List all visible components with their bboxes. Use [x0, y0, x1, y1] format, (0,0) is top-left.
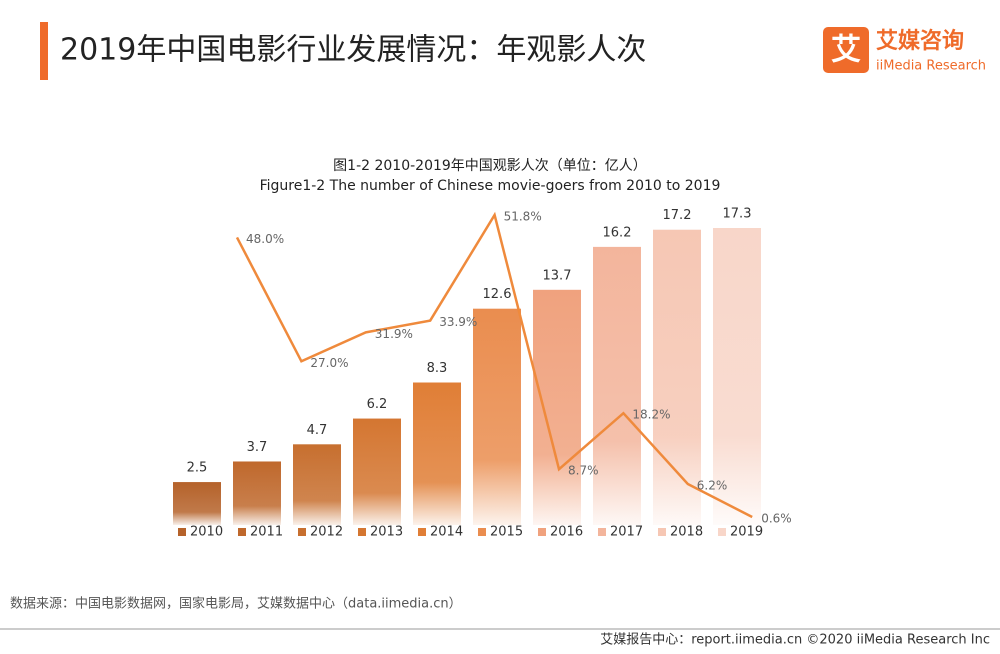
bar [233, 461, 281, 525]
legend-label: 2019 [730, 525, 763, 540]
legend-swatch [538, 528, 546, 536]
legend-label: 2015 [490, 525, 523, 540]
growth-label: 48.0% [246, 232, 284, 246]
bar [533, 289, 581, 525]
page-title: 2019年中国电影行业发展情况：年观影人次 [60, 33, 646, 68]
footer-text: 艾媒报告中心：report.iimedia.cn ©2020 iiMedia R… [600, 633, 990, 648]
bar [473, 308, 521, 525]
bar-value-label: 4.7 [307, 423, 328, 438]
title-accent [40, 22, 48, 80]
bar-value-label: 6.2 [367, 397, 388, 412]
growth-label: 0.6% [761, 512, 792, 526]
bar-value-label: 2.5 [187, 461, 208, 476]
bar [593, 246, 641, 525]
legend-swatch [598, 528, 606, 536]
bar-value-label: 8.3 [427, 361, 448, 376]
bar [353, 418, 401, 525]
legend-label: 2018 [670, 525, 703, 540]
brand-en: iiMedia Research [876, 59, 986, 74]
legend-label: 2011 [250, 525, 283, 540]
legend-swatch [298, 528, 306, 536]
bar [713, 228, 761, 525]
brand-cn: 艾媒咨询 [876, 28, 964, 54]
chart-title: 图1-2 2010-2019年中国观影人次（单位：亿人） [333, 158, 647, 174]
legend-label: 2017 [610, 525, 643, 540]
bar [293, 444, 341, 525]
bar-value-label: 3.7 [247, 440, 268, 455]
bar [413, 382, 461, 525]
growth-label: 8.7% [568, 464, 599, 478]
bar-value-label: 16.2 [603, 225, 632, 240]
bar-value-label: 12.6 [483, 287, 512, 302]
plot: 2.5 2010 3.7 2011 4.7 2012 6.2 2013 8.3 2014 12.6 2… [173, 207, 792, 540]
legend-label: 2014 [430, 525, 463, 540]
bar [653, 229, 701, 525]
legend-label: 2013 [370, 525, 403, 540]
growth-label: 31.9% [375, 327, 413, 341]
logo-glyph: 艾 [831, 33, 861, 68]
legend-label: 2012 [310, 525, 343, 540]
legend-swatch [478, 528, 486, 536]
legend-swatch [238, 528, 246, 536]
legend-swatch [178, 528, 186, 536]
logo-icon [823, 27, 869, 73]
legend-label: 2010 [190, 525, 223, 540]
growth-label: 18.2% [632, 408, 670, 422]
growth-line [235, 211, 753, 519]
growth-label: 27.0% [310, 356, 348, 370]
legend-swatch [358, 528, 366, 536]
bar-value-label: 17.3 [723, 207, 752, 222]
legend-swatch [418, 528, 426, 536]
legend-swatch [658, 528, 666, 536]
growth-label: 51.8% [504, 210, 542, 224]
legend-label: 2016 [550, 525, 583, 540]
source-note: 数据来源：中国电影数据网，国家电影局，艾媒数据中心（data.iimedia.c… [10, 596, 462, 612]
bar-value-label: 13.7 [543, 268, 572, 283]
bar-value-label: 17.2 [663, 208, 692, 223]
growth-label: 6.2% [697, 478, 728, 492]
legend-swatch [718, 528, 726, 536]
bar [173, 482, 221, 525]
growth-label: 33.9% [439, 315, 477, 329]
chart-subtitle: Figure1-2 The number of Chinese movie-go… [260, 178, 721, 194]
